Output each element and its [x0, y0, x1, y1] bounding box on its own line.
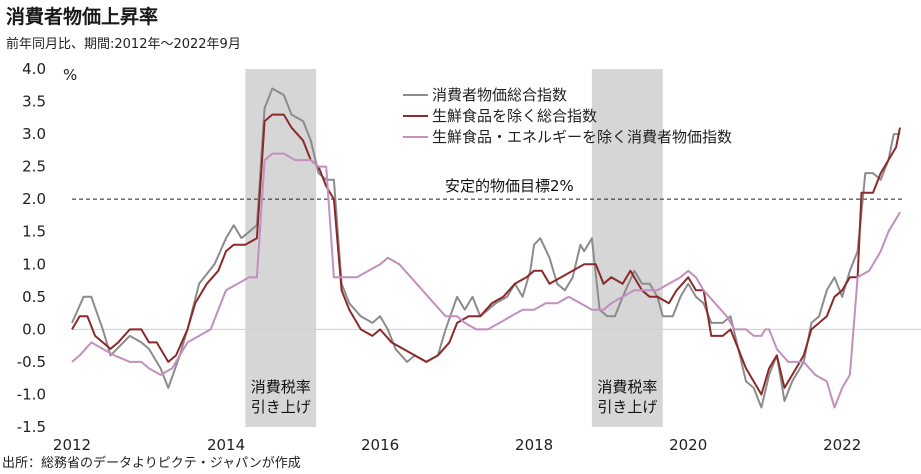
y-tick-label: 1.5 [22, 223, 46, 241]
shaded-period-1 [245, 69, 317, 427]
legend-label-3: 生鮮食品・エネルギーを除く消費者物価指数 [432, 128, 732, 146]
shaded-period-2 [591, 69, 663, 427]
y-tick-label: 3.5 [22, 93, 46, 111]
chart-title: 消費者物価上昇率 [6, 6, 159, 28]
x-tick-label: 2014 [207, 436, 245, 454]
series-line-3 [71, 152, 901, 409]
y-tick-label: 0.5 [22, 288, 46, 306]
series-lines [71, 87, 901, 409]
chart-subtitle: 前年同月比、期間:2012年〜2022年9月 [6, 37, 241, 52]
y-tick-label: -1.0 [17, 385, 46, 403]
shaded-label-line2: 引き上げ [597, 398, 657, 416]
reference-line-label: 安定的物価目標2% [445, 177, 574, 195]
x-tick-label: 2018 [515, 436, 553, 454]
y-tick-label: 4.0 [22, 60, 46, 78]
y-tick-label: -1.5 [17, 418, 46, 436]
x-tick-label: 2020 [669, 436, 707, 454]
y-axis-unit: % [63, 66, 77, 84]
y-tick-label: 2.0 [22, 190, 46, 208]
x-tick-label: 2012 [53, 436, 91, 454]
y-tick-label: 3.0 [22, 125, 46, 143]
series-line-2 [71, 113, 901, 396]
reference-line-group: 安定的物価目標2% [72, 177, 905, 200]
shaded-label-line1: 消費税率 [251, 378, 311, 396]
shaded-label-line2: 引き上げ [251, 398, 311, 416]
shaded-periods [245, 69, 663, 427]
y-tick-label: 0.0 [22, 320, 46, 338]
x-tick-label: 2022 [823, 436, 861, 454]
legend-label-1: 消費者物価総合指数 [432, 86, 567, 104]
axes: 4.0 3.5 3.0 2.5 2.0 1.5 1.0 0.5 0.0 -0.5 -1.0 -1.5%… [17, 60, 921, 454]
shaded-label-line1: 消費税率 [597, 378, 657, 396]
legend-label-2: 生鮮食品を除く総合指数 [432, 107, 597, 125]
y-tick-label: -0.5 [17, 353, 46, 371]
y-tick-label: 2.5 [22, 158, 46, 176]
source-note: 出所：総務省のデータよりピクテ・ジャパンが作成 [2, 456, 301, 471]
x-tick-label: 2016 [361, 436, 399, 454]
y-tick-label: 1.0 [22, 255, 46, 273]
